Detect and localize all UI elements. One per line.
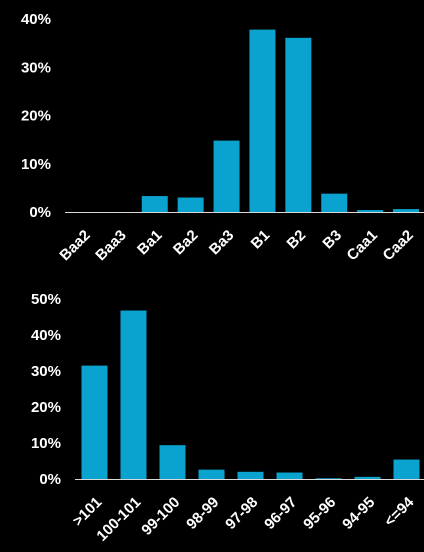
y-tick-label: 50% [31, 291, 61, 308]
y-tick-label: 0% [39, 471, 61, 488]
y-tick-label: 0% [29, 204, 51, 221]
x-tick-label: >101 [69, 494, 105, 530]
y-tick-label: 30% [31, 363, 61, 380]
bar [120, 310, 147, 479]
y-tick-label: 20% [31, 399, 61, 416]
bar [354, 476, 381, 479]
y-tick-label: 40% [21, 11, 51, 28]
x-tick-label: Caa1 [344, 227, 381, 264]
y-tick-label: 40% [31, 327, 61, 344]
x-tick-label: 97-98 [222, 494, 261, 533]
x-tick-label: Caa2 [380, 227, 417, 264]
x-tick-label: <=94 [381, 493, 418, 530]
bar [321, 193, 348, 212]
bar [237, 471, 264, 479]
x-tick-label: Baa2 [56, 227, 93, 264]
x-tick-label: 100-101 [93, 494, 144, 545]
x-tick-label: 95-96 [300, 494, 339, 533]
x-tick-label: 96-97 [261, 494, 300, 533]
bar [213, 140, 240, 212]
y-tick-label: 20% [21, 108, 51, 125]
bar [249, 29, 276, 212]
x-tick-label: Baa3 [92, 227, 129, 264]
y-tick-label: 10% [31, 435, 61, 452]
x-tick-label: Ba3 [206, 227, 237, 258]
bar [357, 210, 384, 212]
x-tick-label: B3 [319, 227, 345, 253]
bar [276, 472, 303, 479]
bar [159, 445, 186, 479]
bar [315, 478, 342, 479]
y-tick-label: 10% [21, 156, 51, 173]
bar [198, 469, 225, 479]
bar [285, 37, 312, 212]
x-tick-label: 98-99 [183, 494, 222, 533]
x-tick-label: B2 [284, 227, 310, 253]
y-tick-label: 30% [21, 59, 51, 76]
x-tick-label: 99-100 [138, 494, 183, 539]
x-tick-label: Ba2 [170, 227, 201, 258]
bar [177, 197, 204, 212]
bar [141, 196, 168, 212]
x-tick-label: 94-95 [339, 494, 378, 533]
x-tick-label: B1 [248, 227, 274, 253]
bar [393, 459, 420, 479]
bar [393, 209, 420, 212]
x-tick-label: Ba1 [134, 227, 165, 258]
bar [81, 365, 108, 479]
